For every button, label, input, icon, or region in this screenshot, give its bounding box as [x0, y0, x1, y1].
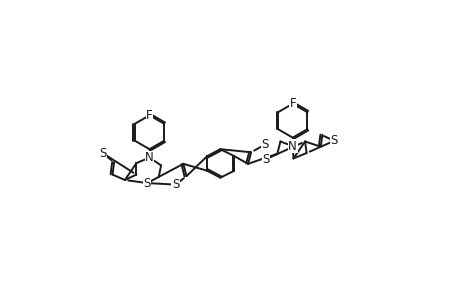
- Text: S: S: [261, 138, 268, 151]
- Text: S: S: [143, 177, 151, 190]
- Text: F: F: [146, 109, 152, 122]
- Text: S: S: [330, 134, 337, 147]
- Text: N: N: [145, 151, 154, 164]
- Text: S: S: [99, 146, 106, 160]
- Text: F: F: [289, 97, 296, 110]
- Text: S: S: [172, 178, 179, 191]
- Text: S: S: [262, 153, 269, 166]
- Text: N: N: [288, 140, 297, 153]
